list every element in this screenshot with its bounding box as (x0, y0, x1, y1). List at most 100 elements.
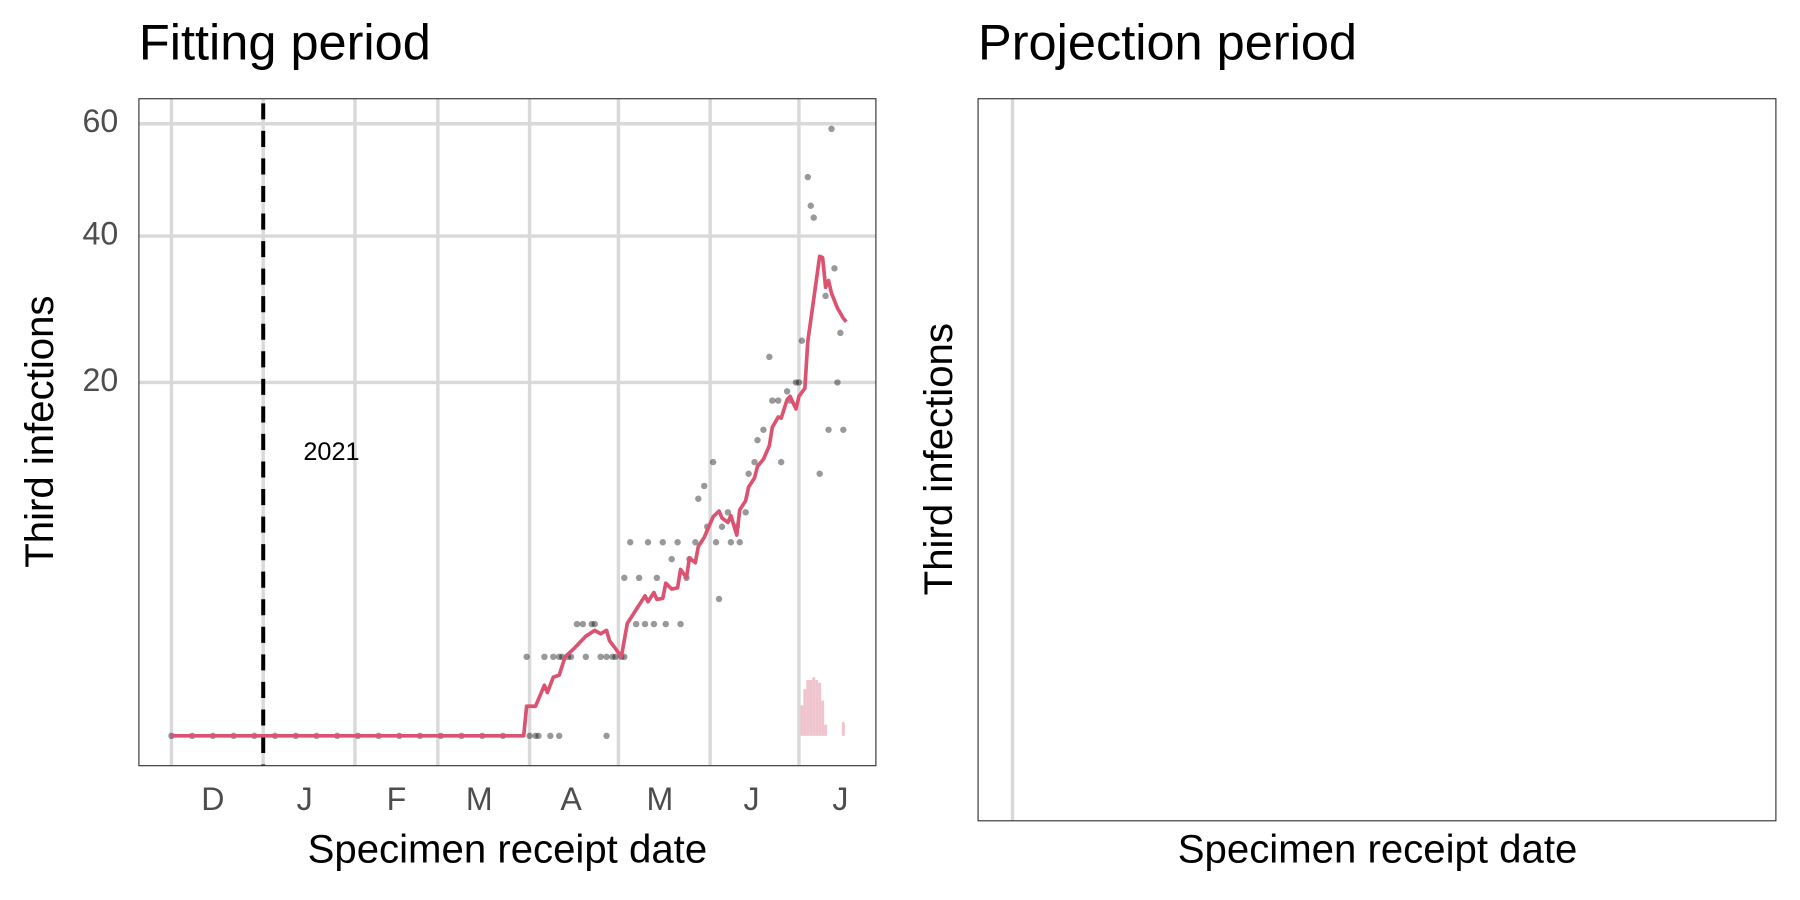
density-bar (800, 705, 804, 736)
density-bar (806, 679, 810, 736)
data-point (840, 426, 847, 433)
data-point (736, 539, 743, 546)
data-point (650, 620, 658, 628)
data-point (609, 653, 616, 661)
data-point (612, 653, 619, 661)
data-point (822, 292, 829, 300)
data-point (769, 397, 776, 404)
data-point (635, 574, 643, 582)
x-tick-label: J (744, 781, 760, 817)
data-point (641, 620, 649, 628)
y-tick-label: 20 (83, 362, 119, 398)
data-point (674, 539, 681, 546)
data-point (727, 539, 735, 546)
density-bar (815, 679, 819, 736)
x-tick-label: J (297, 781, 313, 817)
data-point (550, 653, 557, 661)
data-point (810, 214, 817, 221)
panel-border (138, 98, 877, 767)
data-point (603, 732, 610, 740)
x-tick-label: M (466, 781, 493, 817)
data-point (547, 732, 554, 740)
panel-title: Fitting period (139, 13, 431, 70)
data-point (718, 523, 726, 530)
data-point (712, 539, 720, 546)
data-point (555, 732, 563, 740)
data-point (523, 653, 530, 661)
data-point (597, 653, 604, 661)
data-point (591, 620, 598, 628)
data-point (627, 539, 634, 546)
data-point (745, 470, 752, 477)
data-point (692, 539, 699, 546)
data-point (795, 379, 803, 386)
y-axis-title: Third infections (17, 295, 62, 567)
data-point (579, 620, 587, 628)
annotation: 2021 (303, 438, 359, 466)
data-point (742, 509, 749, 516)
data-point (807, 202, 814, 209)
data-point (834, 379, 841, 386)
data-point (828, 125, 835, 133)
data-point (754, 436, 761, 444)
data-point (825, 426, 832, 433)
data-point (792, 379, 800, 386)
data-point (541, 653, 548, 661)
data-point (831, 265, 838, 272)
data-point (677, 620, 684, 628)
data-point (766, 353, 773, 361)
projection-panel: Projection period Specimen receipt date … (916, 13, 1777, 871)
data-point (715, 595, 723, 603)
fit-line (171, 254, 848, 738)
x-tick-label: F (387, 781, 407, 817)
data-point (760, 426, 767, 433)
density-bar (803, 689, 807, 736)
y-axis-title: Third infections (916, 323, 961, 595)
data-point (653, 574, 661, 582)
data-point (751, 458, 758, 466)
data-point (573, 620, 581, 628)
data-point (632, 620, 640, 628)
x-tick-label: D (201, 781, 224, 817)
data-point (582, 653, 590, 661)
data-point (783, 388, 791, 395)
data-point (603, 653, 610, 661)
y-tick-label: 60 (83, 103, 119, 139)
density-bar (841, 722, 845, 736)
data-point (668, 555, 675, 563)
data-point (775, 397, 782, 404)
data-point (526, 732, 533, 740)
x-tick-label: M (646, 781, 673, 817)
data-point (532, 732, 539, 740)
data-point (816, 470, 823, 477)
data-point (555, 653, 563, 661)
fitting-panel: Fitting period Specimen receipt date Thi… (17, 13, 877, 871)
data-point (709, 458, 717, 466)
data-point (535, 732, 542, 740)
density-bar (812, 677, 816, 736)
data-point (644, 539, 652, 546)
x-axis-title: Specimen receipt date (1178, 826, 1578, 871)
density-bar (821, 700, 825, 736)
x-tick-label: J (832, 781, 848, 817)
data-point (701, 482, 708, 490)
y-tick-label: 40 (83, 216, 119, 252)
x-tick-label: A (560, 781, 582, 817)
data-point (798, 337, 806, 344)
density-bar (824, 724, 828, 736)
data-point (695, 495, 702, 502)
x-axis-title: Specimen receipt date (308, 826, 708, 871)
data-point (662, 620, 669, 628)
panel-border (977, 98, 1777, 822)
data-point (621, 574, 628, 582)
data-point (724, 509, 732, 516)
data-point (777, 458, 785, 466)
panel-title: Projection period (978, 13, 1357, 70)
density-bar (809, 679, 813, 736)
data-point (588, 620, 595, 628)
data-point (659, 539, 667, 546)
data-point (837, 329, 844, 337)
data-point (804, 173, 812, 181)
density-bar (818, 682, 822, 736)
